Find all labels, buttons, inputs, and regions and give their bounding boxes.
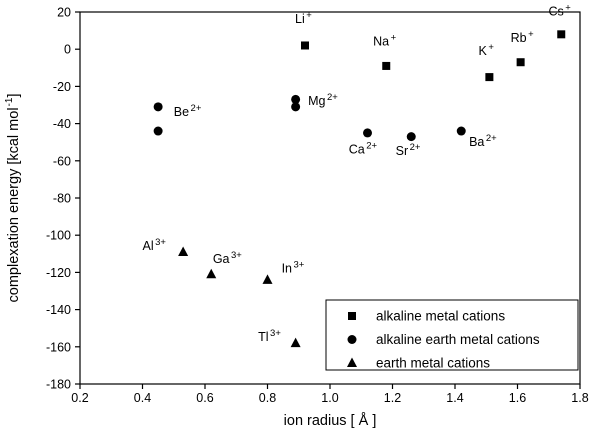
data-point-al <box>178 246 189 256</box>
y-axis: 20 0 -20 -40 -60 -80 -100 -120 -140 -160 -180 <box>46 6 80 392</box>
y-tick-label: -140 <box>46 303 71 317</box>
legend-marker-triangle <box>347 357 357 367</box>
data-point-ga <box>206 268 217 279</box>
point-label-na: Na + <box>373 32 396 48</box>
point-label-tl: Tl 3+ <box>258 328 281 344</box>
point-label-k: K + <box>479 42 495 58</box>
legend-box <box>325 299 579 371</box>
x-axis-title: ion radius [ Å ] <box>284 412 377 429</box>
data-point-na <box>382 61 391 70</box>
y-axis-title: complexation energy [kcal mol-1] <box>4 94 22 303</box>
point-label-mg: Mg 2+ <box>308 92 338 108</box>
y-tick-label: -60 <box>53 154 71 168</box>
legend: alkaline metal cations alkaline earth met… <box>325 299 579 371</box>
x-tick-label: 1.0 <box>321 391 338 405</box>
series-triangle: Al 3+ Ga 3+ In 3+ Tl 3+ <box>143 237 305 348</box>
x-tick-label: 1.8 <box>571 391 588 405</box>
point-label-li: Li + <box>295 10 312 26</box>
y-tick-label: -40 <box>53 117 71 131</box>
x-tick-label: 1.2 <box>384 391 401 405</box>
y-tick-label: -20 <box>53 80 71 94</box>
point-label-in: In 3+ <box>282 259 305 275</box>
y-tick-label: -180 <box>46 378 71 392</box>
legend-marker-circle <box>347 335 357 344</box>
data-point-tl <box>290 337 301 348</box>
point-label-sr: Sr 2+ <box>396 142 421 158</box>
point-label-al: Al 3+ <box>143 237 167 253</box>
data-point-in <box>262 274 273 284</box>
data-point-cs <box>557 30 566 39</box>
y-tick-label: -100 <box>46 229 71 243</box>
data-point-mg <box>291 94 301 104</box>
point-label-ba: Ba 2+ <box>469 133 497 149</box>
legend-label-triangle: earth metal cations <box>376 356 490 371</box>
point-label-ca: Ca 2+ <box>349 140 378 156</box>
x-tick-label: 0.6 <box>196 391 213 405</box>
data-point <box>153 126 163 136</box>
data-point <box>291 102 301 112</box>
y-tick-label: -120 <box>46 266 71 280</box>
x-tick-label: 0.4 <box>134 391 151 405</box>
legend-label-square: alkaline metal cations <box>376 309 505 324</box>
data-point-k <box>485 73 494 82</box>
point-label-rb: Rb + <box>511 29 534 45</box>
x-tick-label: 0.2 <box>71 391 88 405</box>
data-point-ba <box>456 126 466 136</box>
point-label-cs: Cs + <box>549 3 572 19</box>
series-circle: Be 2+ Mg 2+ Ca 2+ Sr 2+ Ba 2+ <box>153 92 497 158</box>
data-point-rb <box>516 58 525 67</box>
point-label-be: Be 2+ <box>174 103 202 119</box>
data-point-ca <box>363 128 372 138</box>
data-point-be <box>153 102 163 112</box>
y-tick-label: -160 <box>46 340 71 354</box>
y-tick-label: 0 <box>64 43 71 57</box>
data-point-sr <box>406 132 416 142</box>
legend-label-circle: alkaline earth metal cations <box>376 332 540 347</box>
data-point-li <box>301 41 309 50</box>
y-tick-label: -80 <box>53 192 71 206</box>
point-label-ga: Ga 3+ <box>213 250 242 266</box>
y-tick-label: 20 <box>57 6 71 20</box>
x-axis: 0.2 0.4 0.6 0.8 1.0 1.2 1.4 1.6 1.8 <box>71 384 589 405</box>
legend-marker-square <box>348 312 356 320</box>
series-square: Li + Na + K + Rb + Cs + <box>295 3 572 82</box>
x-tick-label: 1.6 <box>509 391 526 405</box>
x-tick-label: 1.4 <box>446 391 463 405</box>
x-tick-label: 0.8 <box>259 391 276 405</box>
